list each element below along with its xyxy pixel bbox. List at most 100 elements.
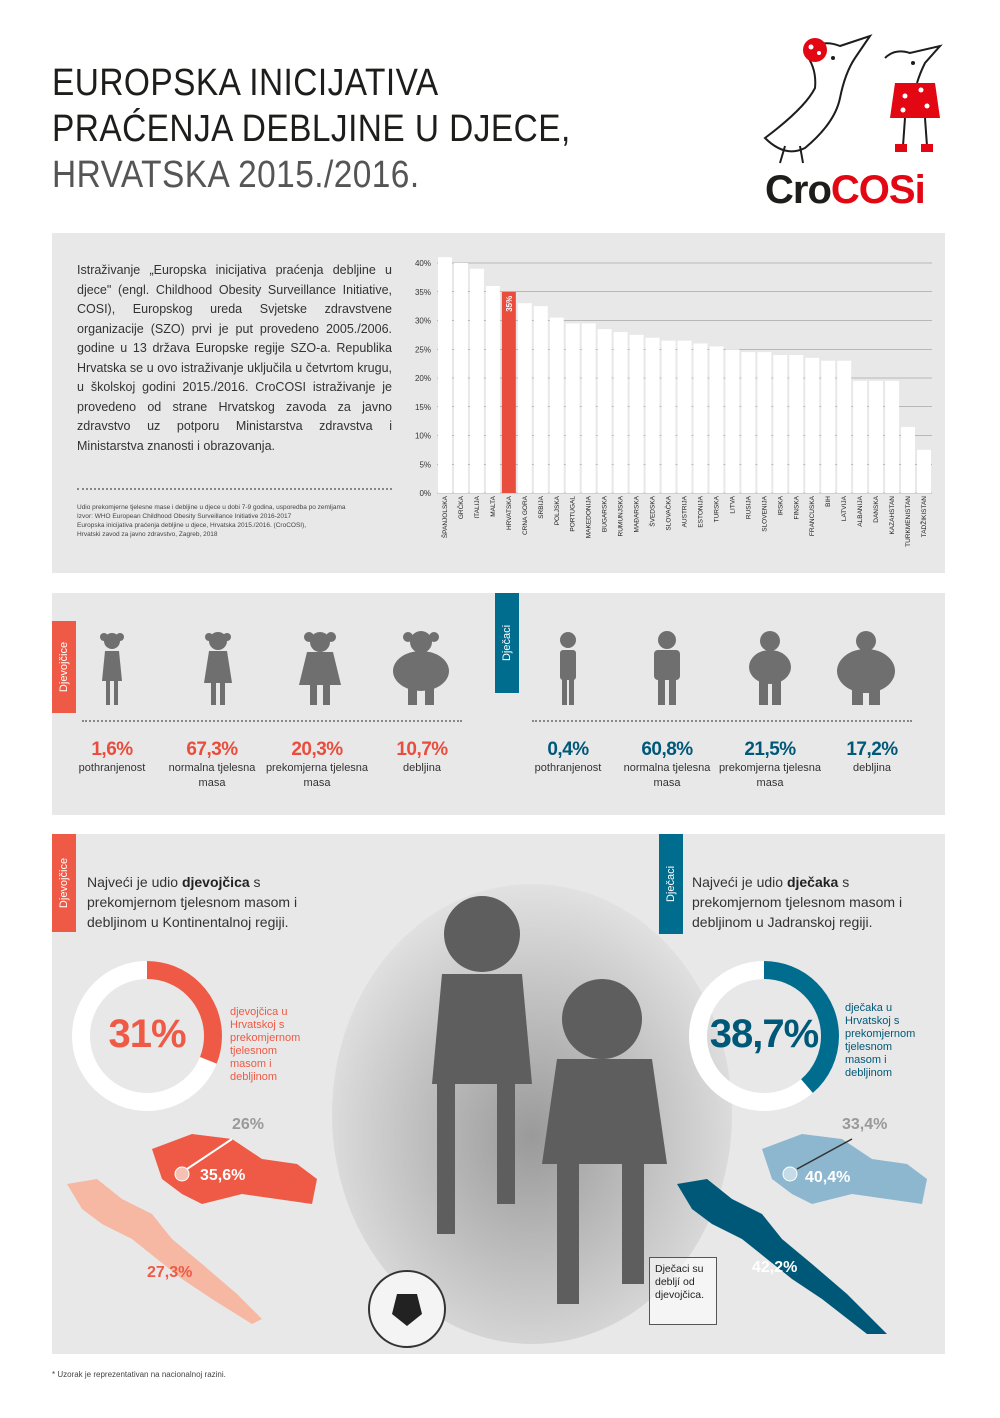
girls-map-zagreb: 26% [232,1116,265,1133]
boy-overweight-icon [749,631,791,705]
boys-croatia-map [677,1134,927,1334]
stat-label: pothranjenost [534,762,602,774]
page-title: EUROPSKA INICIJATIVA PRAĆENJA DEBLJINE U… [52,60,692,198]
girls-region-tag-label: Djevojčice [58,857,70,909]
stat-label: normalna tjelesna masa [168,762,256,789]
adriatic-region-shape [677,1179,887,1334]
boys-headline: Najveći je udio dječaka s prekomjernom t… [692,872,932,932]
boys-stat-normal: 60,8% normalna tjelesna masa [612,739,722,791]
bar-danska [869,380,884,493]
stat-value: 0,4% [547,739,589,760]
bar-turkmenistan [901,426,916,493]
zagreb-region-shape [174,1166,190,1182]
x-tick-label: MAKEDONIJA [586,495,593,538]
bar-grčka [453,263,468,493]
bar-turska [709,346,724,493]
stat-label: debljina [403,762,441,774]
x-tick-label: RUMUNJSKA [618,495,625,536]
y-tick-label: 20% [415,374,431,383]
source-line-4: Hrvatski zavod za javno zdravstvo, Zagre… [77,531,218,538]
x-tick-label: POLJSKA [554,495,561,525]
girls-map-adriatic: 27,3% [147,1264,193,1281]
regions-panel: Djevojčice Dječaci Najveći je udio djevo… [52,834,945,1354]
logo-text-cro: Cro [765,168,832,212]
girls-croatia-map [67,1134,317,1324]
y-tick-label: 10% [415,432,431,441]
stat-value: 1,6% [91,739,133,760]
logo-text-cosi: COSi [830,168,926,212]
stat-label: prekomjerna tjelesna masa [265,762,369,789]
stat-label: prekomjerna tjelesna masa [718,762,822,789]
crocodile-mascots-icon [763,34,943,164]
girls-stat-normal: 67,3% normalna tjelesna masa [157,739,267,791]
girls-region-tag: Djevojčice [52,834,76,932]
source-line-3: Europska inicijativa praćenja debljine u… [77,522,307,529]
stat-value: 67,3% [186,739,238,760]
stat-value: 10,7% [396,739,448,760]
bar-makedonija [581,323,596,493]
stat-value: 20,3% [291,739,343,760]
y-tick-label: 35% [415,288,431,297]
x-tick-label: MALTA [490,495,497,516]
donut-arc [72,961,222,1111]
highlight-data-label: 35% [505,296,514,312]
boys-donut-chart [689,961,839,1111]
photo-note: Dječaci su debljí od djevojčica. [649,1257,717,1325]
x-tick-label: SLOVAČKA [664,495,673,530]
boy-normal-icon [654,631,680,705]
boys-map-adriatic: 42,2% [752,1259,798,1276]
girls-tag-label: Djevojčice [58,641,70,693]
x-tick-label: IRSKA [777,495,784,515]
x-tick-label: SRBIJA [538,495,545,518]
y-tick-label: 5% [419,460,431,469]
x-tick-label: HRVATSKA [506,495,513,530]
title-line-2: PRAĆENJA DEBLJINE U DJECE, [52,108,571,150]
x-tick-label: FINSKA [793,495,800,519]
bar-slovenija [757,352,772,493]
x-tick-label: LITVA [729,495,736,513]
donut-arc [689,961,839,1111]
boy-obese-icon [837,631,895,705]
bar-srbija [533,306,548,493]
bar-malta [485,286,500,493]
boys-tag-label: Dječaci [501,624,513,662]
x-tick-label: FRANCUSKA [809,495,816,536]
bar-finska [789,355,804,493]
x-tick-label: BIH [825,496,832,507]
x-tick-label: AUSTRIJA [682,495,689,527]
source-line-1: Udio prekomjerne tjelesne mase i debljin… [77,504,346,511]
bar-poljska [549,317,564,493]
bar-španjolska [438,257,452,493]
title-line-3: HRVATSKA 2015./2016. [52,154,420,196]
x-tick-label: TURSKA [713,495,720,522]
body-mass-panel: Djevojčice Dječaci 1,6% pothranjenost 67,… [52,593,945,815]
x-tick-label: ITALIJA [474,495,481,518]
x-tick-label: ESTONIJA [697,495,704,527]
divider [77,488,392,490]
x-tick-label: TURKMENISTAN [905,496,912,547]
x-tick-label: KAZAHSTAN [889,496,896,535]
crocosi-logo: CroCOSi [745,28,955,212]
adriatic-region-shape [67,1179,262,1324]
x-tick-label: LATVIJA [841,495,848,521]
x-tick-label: ŠVEDSKA [648,495,657,526]
x-tick-label: RUSIJA [745,495,752,519]
intro-panel: Istraživanje „Europska inicijativa praće… [52,233,945,573]
boy-underweight-icon [560,632,576,705]
x-tick-label: PORTUGAL [570,496,577,532]
girls-stat-obese: 10,7% debljina [362,739,482,776]
continental-region-shape [762,1134,927,1204]
bar-albanija [853,380,868,493]
x-tick-label: SLOVENIJA [761,495,768,531]
headline-pre: Najveći je udio [87,874,182,890]
footnote: * Uzorak je reprezentativan na nacionaln… [52,1370,226,1379]
girl-obese-icon [393,631,449,705]
bar-francuska [805,357,820,493]
source-note: Udio prekomjerne tjelesne mase i debljin… [77,503,397,539]
stat-label: pothranjenost [78,762,146,774]
continental-region-shape [152,1134,317,1204]
x-tick-label: BUGARSKA [602,495,609,532]
bar-bugarska [597,329,612,493]
bar-švedska [645,337,660,493]
girl-overweight-icon [299,632,341,705]
